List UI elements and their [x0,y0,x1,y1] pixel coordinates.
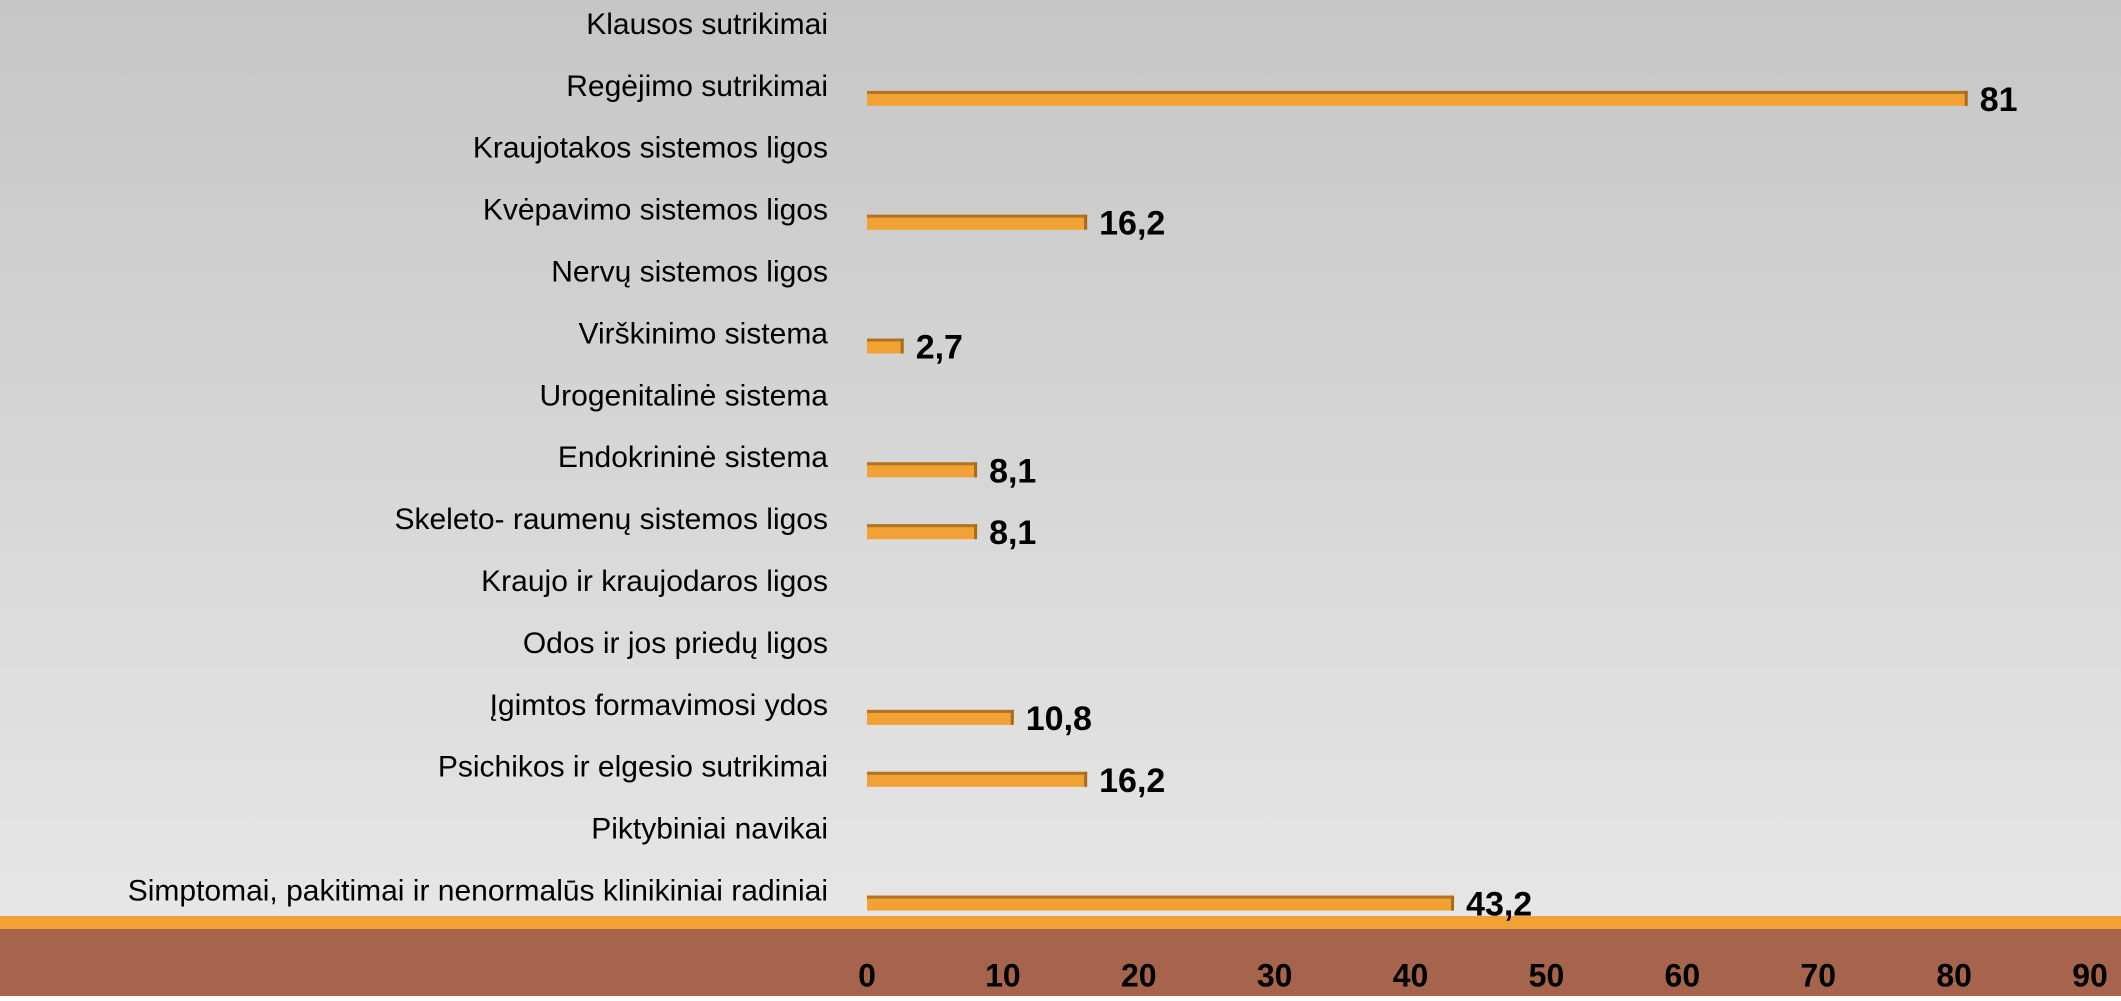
y-tick-label: Simptomai, pakitimai ir nenormalūs klini… [128,875,828,908]
bar [867,214,1088,230]
y-tick-label: Įgimtos formavimosi ydos [490,689,828,722]
bar-side [1010,709,1014,725]
y-tick-label: Nervų sistemos ligos [551,256,828,289]
y-tick-label: Kraujo ir kraujodaros ligos [481,565,828,598]
bar-edge [867,90,1968,94]
bar [867,771,1088,787]
bar-side [1084,214,1088,230]
x-tick-label: 60 [1665,957,1701,993]
bar-side [974,462,978,478]
x-tick-label: 0 [858,957,876,993]
band [0,916,2121,929]
bar [867,895,1455,911]
x-tick-label: 40 [1393,957,1429,993]
bar [867,709,1014,725]
y-tick-label: Psichikos ir elgesio sutrikimai [438,751,828,784]
y-tick-label: Klausos sutrikimai [586,8,828,41]
bar-side [1964,90,1968,106]
bar-edge [867,771,1088,775]
bar-edge [867,338,904,342]
data-label: 8,1 [989,452,1036,490]
bar-edge [867,214,1088,218]
bar [867,524,978,540]
footer [0,929,2121,996]
y-tick-label: Kraujotakos sistemos ligos [473,132,828,165]
x-tick-label: 50 [1529,957,1565,993]
bar-side [900,338,904,354]
y-tick-label: Kvėpavimo sistemos ligos [483,194,828,227]
bar-edge [867,462,978,466]
bar [867,338,904,354]
bar-edge [867,709,1014,713]
bar-side [1084,771,1088,787]
y-tick-label: Skeleto- raumenų sistemos ligos [394,503,828,536]
data-label: 43,2 [1466,886,1532,924]
bar-edge [867,895,1455,899]
data-label: 10,8 [1026,700,1092,738]
x-tick-label: 30 [1257,957,1293,993]
data-label: 8,1 [989,514,1036,552]
data-label: 2,7 [916,328,963,366]
bar-edge [867,524,978,528]
data-label: 81 [1980,81,2018,119]
x-tick-label: 20 [1121,957,1157,993]
y-tick-label: Endokrininė sistema [558,441,828,474]
y-tick-label: Piktybiniai navikai [591,813,828,846]
bar-side [1451,895,1455,911]
y-tick-label: Virškinimo sistema [578,317,828,350]
bar [867,462,978,478]
bar [867,90,1968,106]
y-tick-label: Urogenitalinė sistema [540,379,829,412]
y-tick-label: Odos ir jos priedų ligos [523,627,828,660]
bar-side [974,524,978,540]
x-tick-label: 70 [1800,957,1836,993]
data-label: 16,2 [1099,762,1165,800]
y-tick-label: Regėjimo sutrikimai [566,70,828,103]
x-tick-label: 90 [2072,957,2108,993]
data-label: 16,2 [1099,205,1165,243]
x-tick-label: 80 [1936,957,1972,993]
background [0,0,2121,916]
x-tick-label: 10 [985,957,1021,993]
